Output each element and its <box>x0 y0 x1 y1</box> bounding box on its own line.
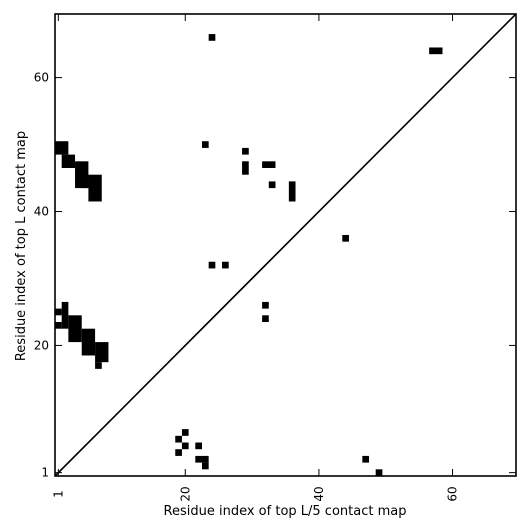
y-tick-label: 20 <box>34 338 49 352</box>
contact-cell <box>81 174 89 189</box>
contact-cell <box>81 328 96 356</box>
contact-cell <box>61 301 69 329</box>
contact-cell <box>201 141 209 148</box>
x-axis-label: Residue index of top L/5 contact map <box>164 504 407 519</box>
contact-cell <box>175 435 182 443</box>
y-tick-label: 60 <box>34 71 49 85</box>
contact-cell <box>208 34 216 41</box>
contact-cell <box>429 47 443 55</box>
contact-cell <box>288 181 296 202</box>
contact-cell <box>268 181 276 189</box>
contact-cell <box>262 315 269 322</box>
plot-frame <box>54 13 517 477</box>
contact-cell <box>88 174 102 202</box>
y-ticks: 1 20 40 60 <box>34 71 516 480</box>
contact-cell <box>208 261 216 269</box>
contact-cell <box>262 161 276 168</box>
contact-cell <box>222 261 229 269</box>
contact-cell <box>181 429 189 436</box>
contact-cell <box>55 322 62 329</box>
contact-cell <box>181 442 189 450</box>
contact-cell <box>201 462 209 470</box>
x-ticks: 1 20 40 60 <box>51 14 460 502</box>
contact-cell <box>362 455 370 463</box>
y-tick-label: 40 <box>34 205 49 219</box>
x-tick-label: 20 <box>178 486 192 501</box>
contact-cell <box>68 315 82 343</box>
contact-cell <box>61 154 76 168</box>
x-tick-label: 60 <box>446 486 460 501</box>
contact-cell <box>342 234 349 242</box>
contact-cells <box>55 34 443 476</box>
contact-cell <box>375 469 383 476</box>
contact-cell <box>55 308 62 316</box>
diagonal-line <box>54 13 517 477</box>
y-axis-label: Residue index of top L contact map <box>14 131 29 361</box>
contact-cell <box>242 147 249 155</box>
contact-cell <box>175 449 182 456</box>
contact-cell <box>195 455 209 463</box>
contact-cell <box>95 362 102 369</box>
y-tick-label: 1 <box>41 466 49 480</box>
contact-cell <box>195 442 202 450</box>
x-tick-label: 1 <box>51 490 65 498</box>
contact-cell <box>55 141 69 155</box>
contact-cell <box>262 301 269 309</box>
contact-cell <box>242 161 249 175</box>
contact-cell <box>95 342 109 363</box>
x-tick-label: 40 <box>312 486 326 501</box>
